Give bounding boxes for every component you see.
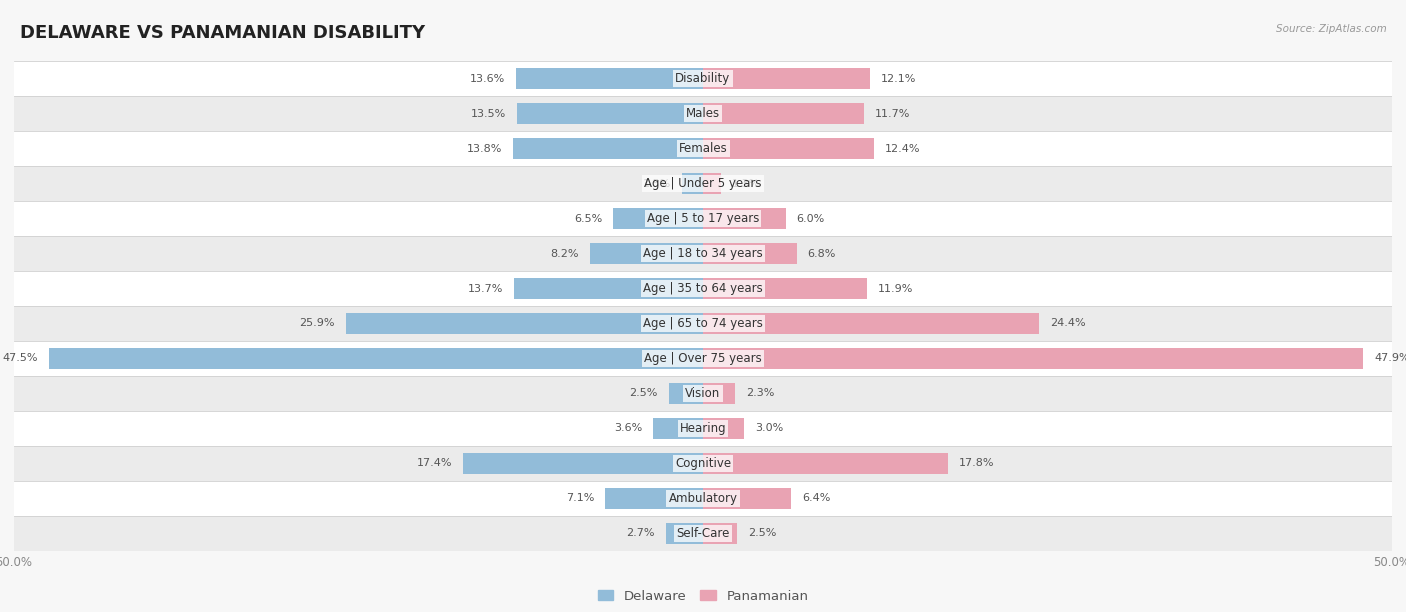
Bar <box>703 278 868 299</box>
Text: 11.9%: 11.9% <box>877 283 914 294</box>
Bar <box>14 446 1392 481</box>
Bar <box>654 418 703 439</box>
Bar <box>613 208 703 229</box>
Bar <box>463 453 703 474</box>
Text: 25.9%: 25.9% <box>299 318 335 329</box>
Bar <box>703 383 735 404</box>
Text: 17.4%: 17.4% <box>416 458 453 468</box>
Bar <box>14 131 1392 166</box>
Bar <box>14 376 1392 411</box>
Bar <box>48 348 703 369</box>
Bar <box>703 138 875 159</box>
Text: Females: Females <box>679 142 727 155</box>
Bar <box>703 243 797 264</box>
Text: Age | 35 to 64 years: Age | 35 to 64 years <box>643 282 763 295</box>
Legend: Delaware, Panamanian: Delaware, Panamanian <box>592 584 814 608</box>
Bar <box>14 306 1392 341</box>
Bar <box>682 173 703 194</box>
Bar <box>703 103 865 124</box>
Text: 12.1%: 12.1% <box>880 73 917 84</box>
Text: 1.3%: 1.3% <box>733 179 761 188</box>
Text: 17.8%: 17.8% <box>959 458 995 468</box>
Bar <box>14 96 1392 131</box>
Bar <box>703 173 721 194</box>
Text: 8.2%: 8.2% <box>551 248 579 258</box>
Text: Cognitive: Cognitive <box>675 457 731 470</box>
Bar <box>703 453 948 474</box>
Text: 2.5%: 2.5% <box>748 528 778 539</box>
Text: 13.6%: 13.6% <box>470 73 505 84</box>
Bar <box>703 523 738 544</box>
Bar <box>14 481 1392 516</box>
Bar <box>703 208 786 229</box>
Text: Disability: Disability <box>675 72 731 85</box>
Bar <box>14 271 1392 306</box>
Text: 47.9%: 47.9% <box>1374 354 1406 364</box>
Text: Males: Males <box>686 107 720 120</box>
Text: Self-Care: Self-Care <box>676 527 730 540</box>
Text: Vision: Vision <box>685 387 721 400</box>
Text: Age | 5 to 17 years: Age | 5 to 17 years <box>647 212 759 225</box>
Bar <box>14 236 1392 271</box>
Bar <box>346 313 703 334</box>
Text: Age | Under 5 years: Age | Under 5 years <box>644 177 762 190</box>
Text: 47.5%: 47.5% <box>1 354 38 364</box>
Text: 2.7%: 2.7% <box>626 528 655 539</box>
Bar <box>605 488 703 509</box>
Text: Hearing: Hearing <box>679 422 727 435</box>
Bar <box>666 523 703 544</box>
Text: Age | 18 to 34 years: Age | 18 to 34 years <box>643 247 763 260</box>
Text: 12.4%: 12.4% <box>884 144 921 154</box>
Bar <box>14 341 1392 376</box>
Text: 13.8%: 13.8% <box>467 144 502 154</box>
Bar <box>516 68 703 89</box>
Text: 24.4%: 24.4% <box>1050 318 1085 329</box>
Text: DELAWARE VS PANAMANIAN DISABILITY: DELAWARE VS PANAMANIAN DISABILITY <box>20 24 425 42</box>
Text: 6.0%: 6.0% <box>797 214 825 223</box>
Bar <box>703 488 792 509</box>
Text: Source: ZipAtlas.com: Source: ZipAtlas.com <box>1275 24 1386 34</box>
Bar <box>515 278 703 299</box>
Bar <box>703 348 1362 369</box>
Text: 1.5%: 1.5% <box>643 179 671 188</box>
Text: 3.6%: 3.6% <box>614 424 643 433</box>
Bar <box>703 313 1039 334</box>
Bar <box>14 61 1392 96</box>
Text: 6.5%: 6.5% <box>574 214 602 223</box>
Text: 2.3%: 2.3% <box>745 389 775 398</box>
Text: 13.7%: 13.7% <box>468 283 503 294</box>
Bar <box>669 383 703 404</box>
Bar <box>703 418 744 439</box>
Text: 6.8%: 6.8% <box>807 248 837 258</box>
Text: 11.7%: 11.7% <box>875 109 911 119</box>
Text: 3.0%: 3.0% <box>755 424 783 433</box>
Bar <box>591 243 703 264</box>
Text: 13.5%: 13.5% <box>471 109 506 119</box>
Text: 2.5%: 2.5% <box>628 389 658 398</box>
Bar <box>513 138 703 159</box>
Bar <box>14 166 1392 201</box>
Text: Ambulatory: Ambulatory <box>668 492 738 505</box>
Bar <box>14 516 1392 551</box>
Bar <box>14 201 1392 236</box>
Text: Age | Over 75 years: Age | Over 75 years <box>644 352 762 365</box>
Text: 6.4%: 6.4% <box>803 493 831 503</box>
Text: Age | 65 to 74 years: Age | 65 to 74 years <box>643 317 763 330</box>
Text: 7.1%: 7.1% <box>565 493 595 503</box>
Bar <box>517 103 703 124</box>
Bar <box>14 411 1392 446</box>
Bar <box>703 68 870 89</box>
